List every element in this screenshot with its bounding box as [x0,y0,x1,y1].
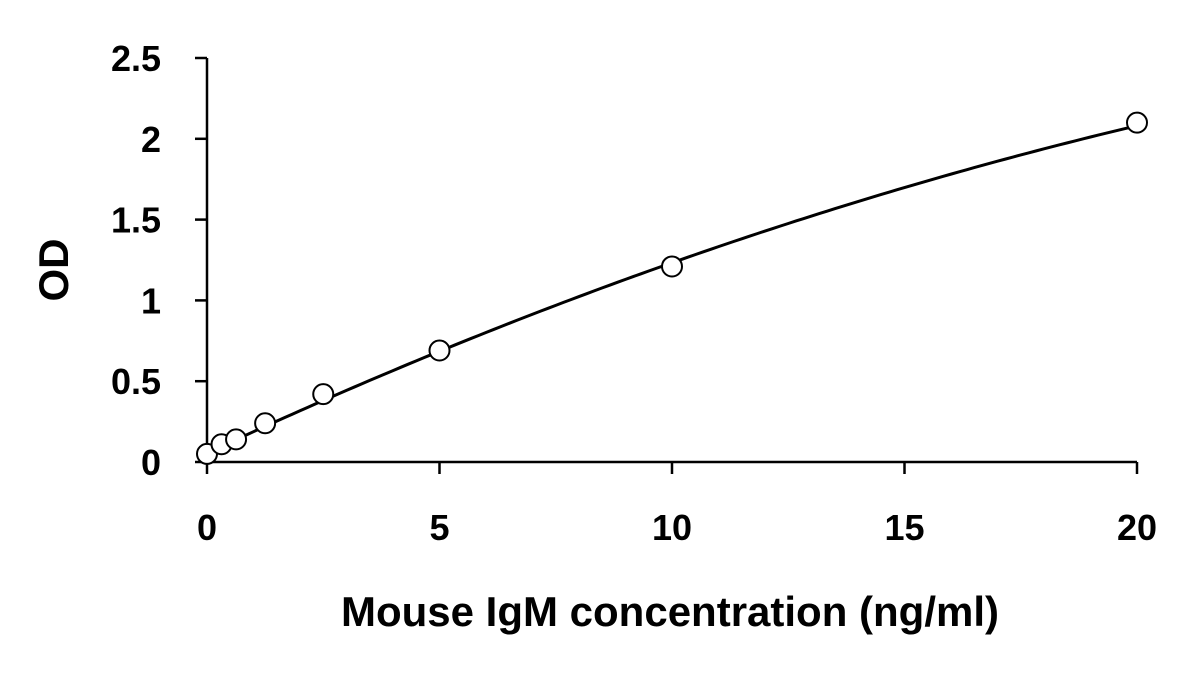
y-tick-label: 1 [141,280,161,321]
x-axis-title: Mouse IgM concentration (ng/ml) [341,588,999,635]
data-point [1126,111,1148,134]
y-axis-title: OD [30,239,77,302]
trendline-layer [206,124,1138,455]
data-point [254,412,277,435]
y-tick-label: 1.5 [111,200,161,241]
y-tick-label: 0 [141,442,161,483]
y-tick-label: 0.5 [111,361,161,402]
data-point [225,428,248,451]
x-tick-label: 15 [884,507,924,548]
data-point [661,255,683,278]
x-tick-label: 10 [652,507,692,548]
x-tick-label: 0 [197,507,217,548]
data-point [312,383,335,406]
x-tick-label: 20 [1117,507,1157,548]
x-tick-label: 5 [429,507,449,548]
y-axis: 0 0.5 1 1.5 2 2.5 [111,38,209,483]
data-points-layer [196,111,1148,465]
y-tick-label: 2.5 [111,38,161,79]
data-point [428,339,451,362]
y-tick-label: 2 [141,119,161,160]
x-axis: 0 5 10 15 20 [197,460,1157,548]
trendline [206,124,1138,455]
